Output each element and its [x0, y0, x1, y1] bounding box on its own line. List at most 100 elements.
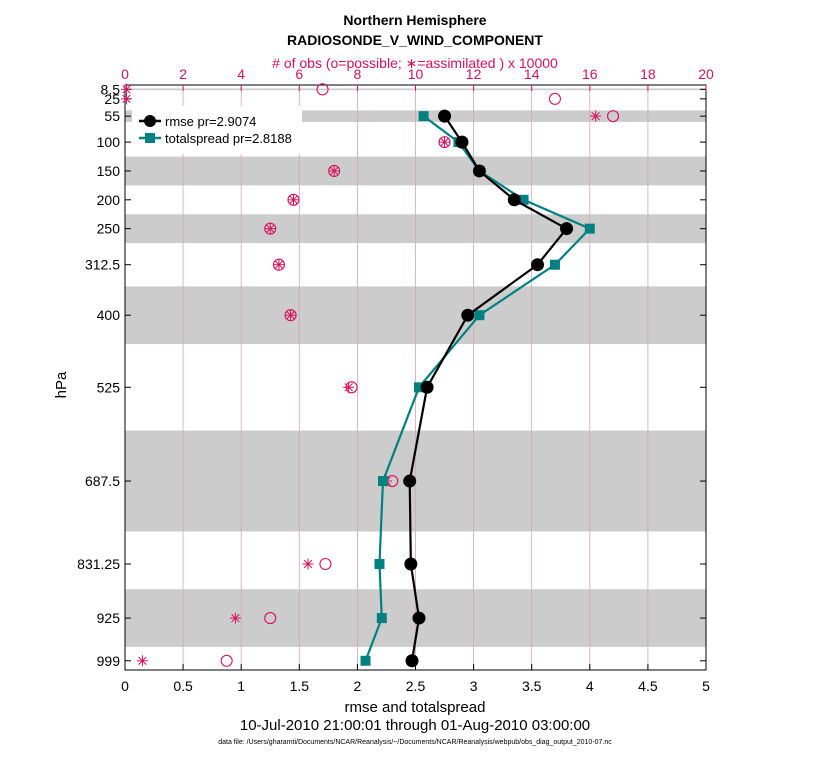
- obs-assimilated-marker: [439, 136, 451, 148]
- top-axis: 0 2 4 6 8 10 12 14 16 18 20: [121, 66, 714, 91]
- series-lines: [360, 109, 595, 668]
- rmse-point: [420, 380, 434, 394]
- rmse-point: [403, 474, 417, 488]
- x-tick-label: 3: [470, 678, 478, 694]
- obs-assimilated-stroke: [274, 260, 284, 269]
- legend-spread-label: totalspread pr=2.8188: [165, 131, 292, 146]
- obs-assimilated-stroke: [329, 166, 339, 176]
- legend-rmse-marker: [144, 115, 156, 127]
- obs-assimilated-marker: [273, 259, 285, 271]
- y-tick-label: 25: [104, 91, 120, 107]
- totalspread-point: [549, 259, 560, 270]
- top-tick-label: 8: [354, 66, 362, 82]
- y-tick-label: 687.5: [85, 473, 120, 489]
- top-tick-label: 14: [524, 66, 540, 82]
- x-tick-label: 2: [354, 678, 362, 694]
- x-tick-label: 0.5: [173, 678, 193, 694]
- totalspread-point: [374, 558, 385, 569]
- top-tick-label: 6: [295, 66, 303, 82]
- y-tick-label: 831.25: [77, 556, 120, 572]
- obs-possible-marker: [319, 557, 332, 571]
- obs-assimilated-stroke: [440, 137, 449, 147]
- y-tick-label: 55: [104, 108, 120, 124]
- y-tick-label: 200: [97, 192, 121, 208]
- legend: rmse pr=2.9074 totalspread pr=2.8188: [132, 106, 302, 154]
- x-tick-label: 3.5: [522, 678, 542, 694]
- rmse-point: [472, 164, 486, 178]
- x-tick-label: 0: [121, 678, 129, 694]
- totalspread-point: [418, 111, 429, 122]
- x-tick-label: 5: [702, 678, 710, 694]
- date-range: 10-Jul-2010 21:00:01 through 01-Aug-2010…: [240, 717, 590, 734]
- chart-subtitle: RADIOSONDE_V_WIND_COMPONENT: [287, 32, 543, 48]
- y-tick-label: 150: [97, 163, 121, 179]
- x-tick-label: 4: [586, 678, 594, 694]
- rmse-point: [461, 308, 475, 322]
- x-tick-label: 1: [237, 678, 245, 694]
- top-axis-label: # of obs (o=possible; ∗=assimilated ) x …: [272, 55, 558, 71]
- obs-assimilated-marker: [120, 93, 132, 105]
- obs-count-markers: [120, 83, 620, 667]
- obs-assimilated-stroke: [591, 111, 600, 121]
- totalspread-point: [413, 382, 424, 393]
- obs-possible-marker: [316, 83, 329, 96]
- obs-assimilated-stroke: [122, 94, 131, 104]
- obs-assimilated-marker: [229, 612, 241, 624]
- rmse-point: [438, 109, 452, 123]
- y-tick-label: 312.5: [85, 257, 120, 273]
- totalspread-point: [584, 223, 595, 234]
- legend-box: [132, 106, 302, 154]
- y-tick-label: 925: [97, 610, 121, 626]
- legend-spread-marker: [145, 133, 155, 143]
- chart-title: Northern Hemisphere: [343, 12, 486, 28]
- obs-assimilated-marker: [590, 110, 602, 122]
- obs-assimilated-stroke: [122, 85, 131, 94]
- obs-possible-marker: [264, 612, 277, 625]
- y-tick-label: 999: [97, 653, 121, 669]
- obs-assimilated-marker: [120, 83, 132, 95]
- rmse-point: [404, 557, 418, 571]
- obs-possible-marker: [548, 92, 561, 105]
- y-tick-label: 400: [97, 307, 121, 323]
- obs-assimilated-stroke: [286, 310, 295, 320]
- rmse-point: [560, 222, 574, 236]
- x-axis-label: rmse and totalspread: [345, 699, 486, 716]
- totalspread-point: [518, 194, 529, 205]
- obs-assimilated-marker: [285, 309, 297, 321]
- top-tick-label: 20: [698, 66, 714, 82]
- totalspread-point: [376, 613, 387, 624]
- y-tick-label: 525: [97, 379, 121, 395]
- y-axis-label: hPa: [53, 371, 70, 398]
- obs-assimilated-marker: [136, 655, 148, 667]
- bottom-axis: 0 0.5 1 1.5 2 2.5 3 3.5 4 4.5 5: [121, 664, 710, 694]
- totalspread-point: [360, 655, 371, 666]
- y-tick-label: 8.5: [101, 81, 121, 97]
- top-tick-label: 0: [121, 66, 129, 82]
- x-tick-label: 2.5: [406, 678, 426, 694]
- obs-assimilated-marker: [264, 223, 276, 235]
- top-tick-label: 2: [179, 66, 187, 82]
- data-file-footnote: data file: /Users/gharamti/Documents/NCA…: [218, 739, 612, 746]
- top-tick-label: 16: [582, 66, 598, 82]
- top-tick-label: 18: [640, 66, 656, 82]
- totalspread-point: [377, 476, 388, 487]
- rmse-point: [455, 135, 469, 149]
- obs-assimilated-stroke: [266, 224, 275, 233]
- rmse-point: [412, 611, 426, 625]
- obs-assimilated-marker: [302, 558, 314, 570]
- rmse-point: [531, 258, 545, 272]
- obs-possible-marker: [220, 654, 233, 667]
- obs-assimilated-stroke: [289, 195, 298, 205]
- x-tick-label: 4.5: [638, 678, 658, 694]
- obs-assimilated-stroke: [138, 656, 147, 665]
- obs-assimilated-stroke: [231, 613, 240, 623]
- x-tick-label: 1.5: [290, 678, 310, 694]
- obs-assimilated-marker: [328, 165, 340, 177]
- y-tick-label: 250: [97, 221, 121, 237]
- top-tick-label: 10: [408, 66, 424, 82]
- legend-rmse-label: rmse pr=2.9074: [165, 114, 256, 129]
- rmse-point: [507, 193, 521, 207]
- y-tick-label: 100: [97, 134, 121, 150]
- obs-possible-marker: [606, 110, 620, 123]
